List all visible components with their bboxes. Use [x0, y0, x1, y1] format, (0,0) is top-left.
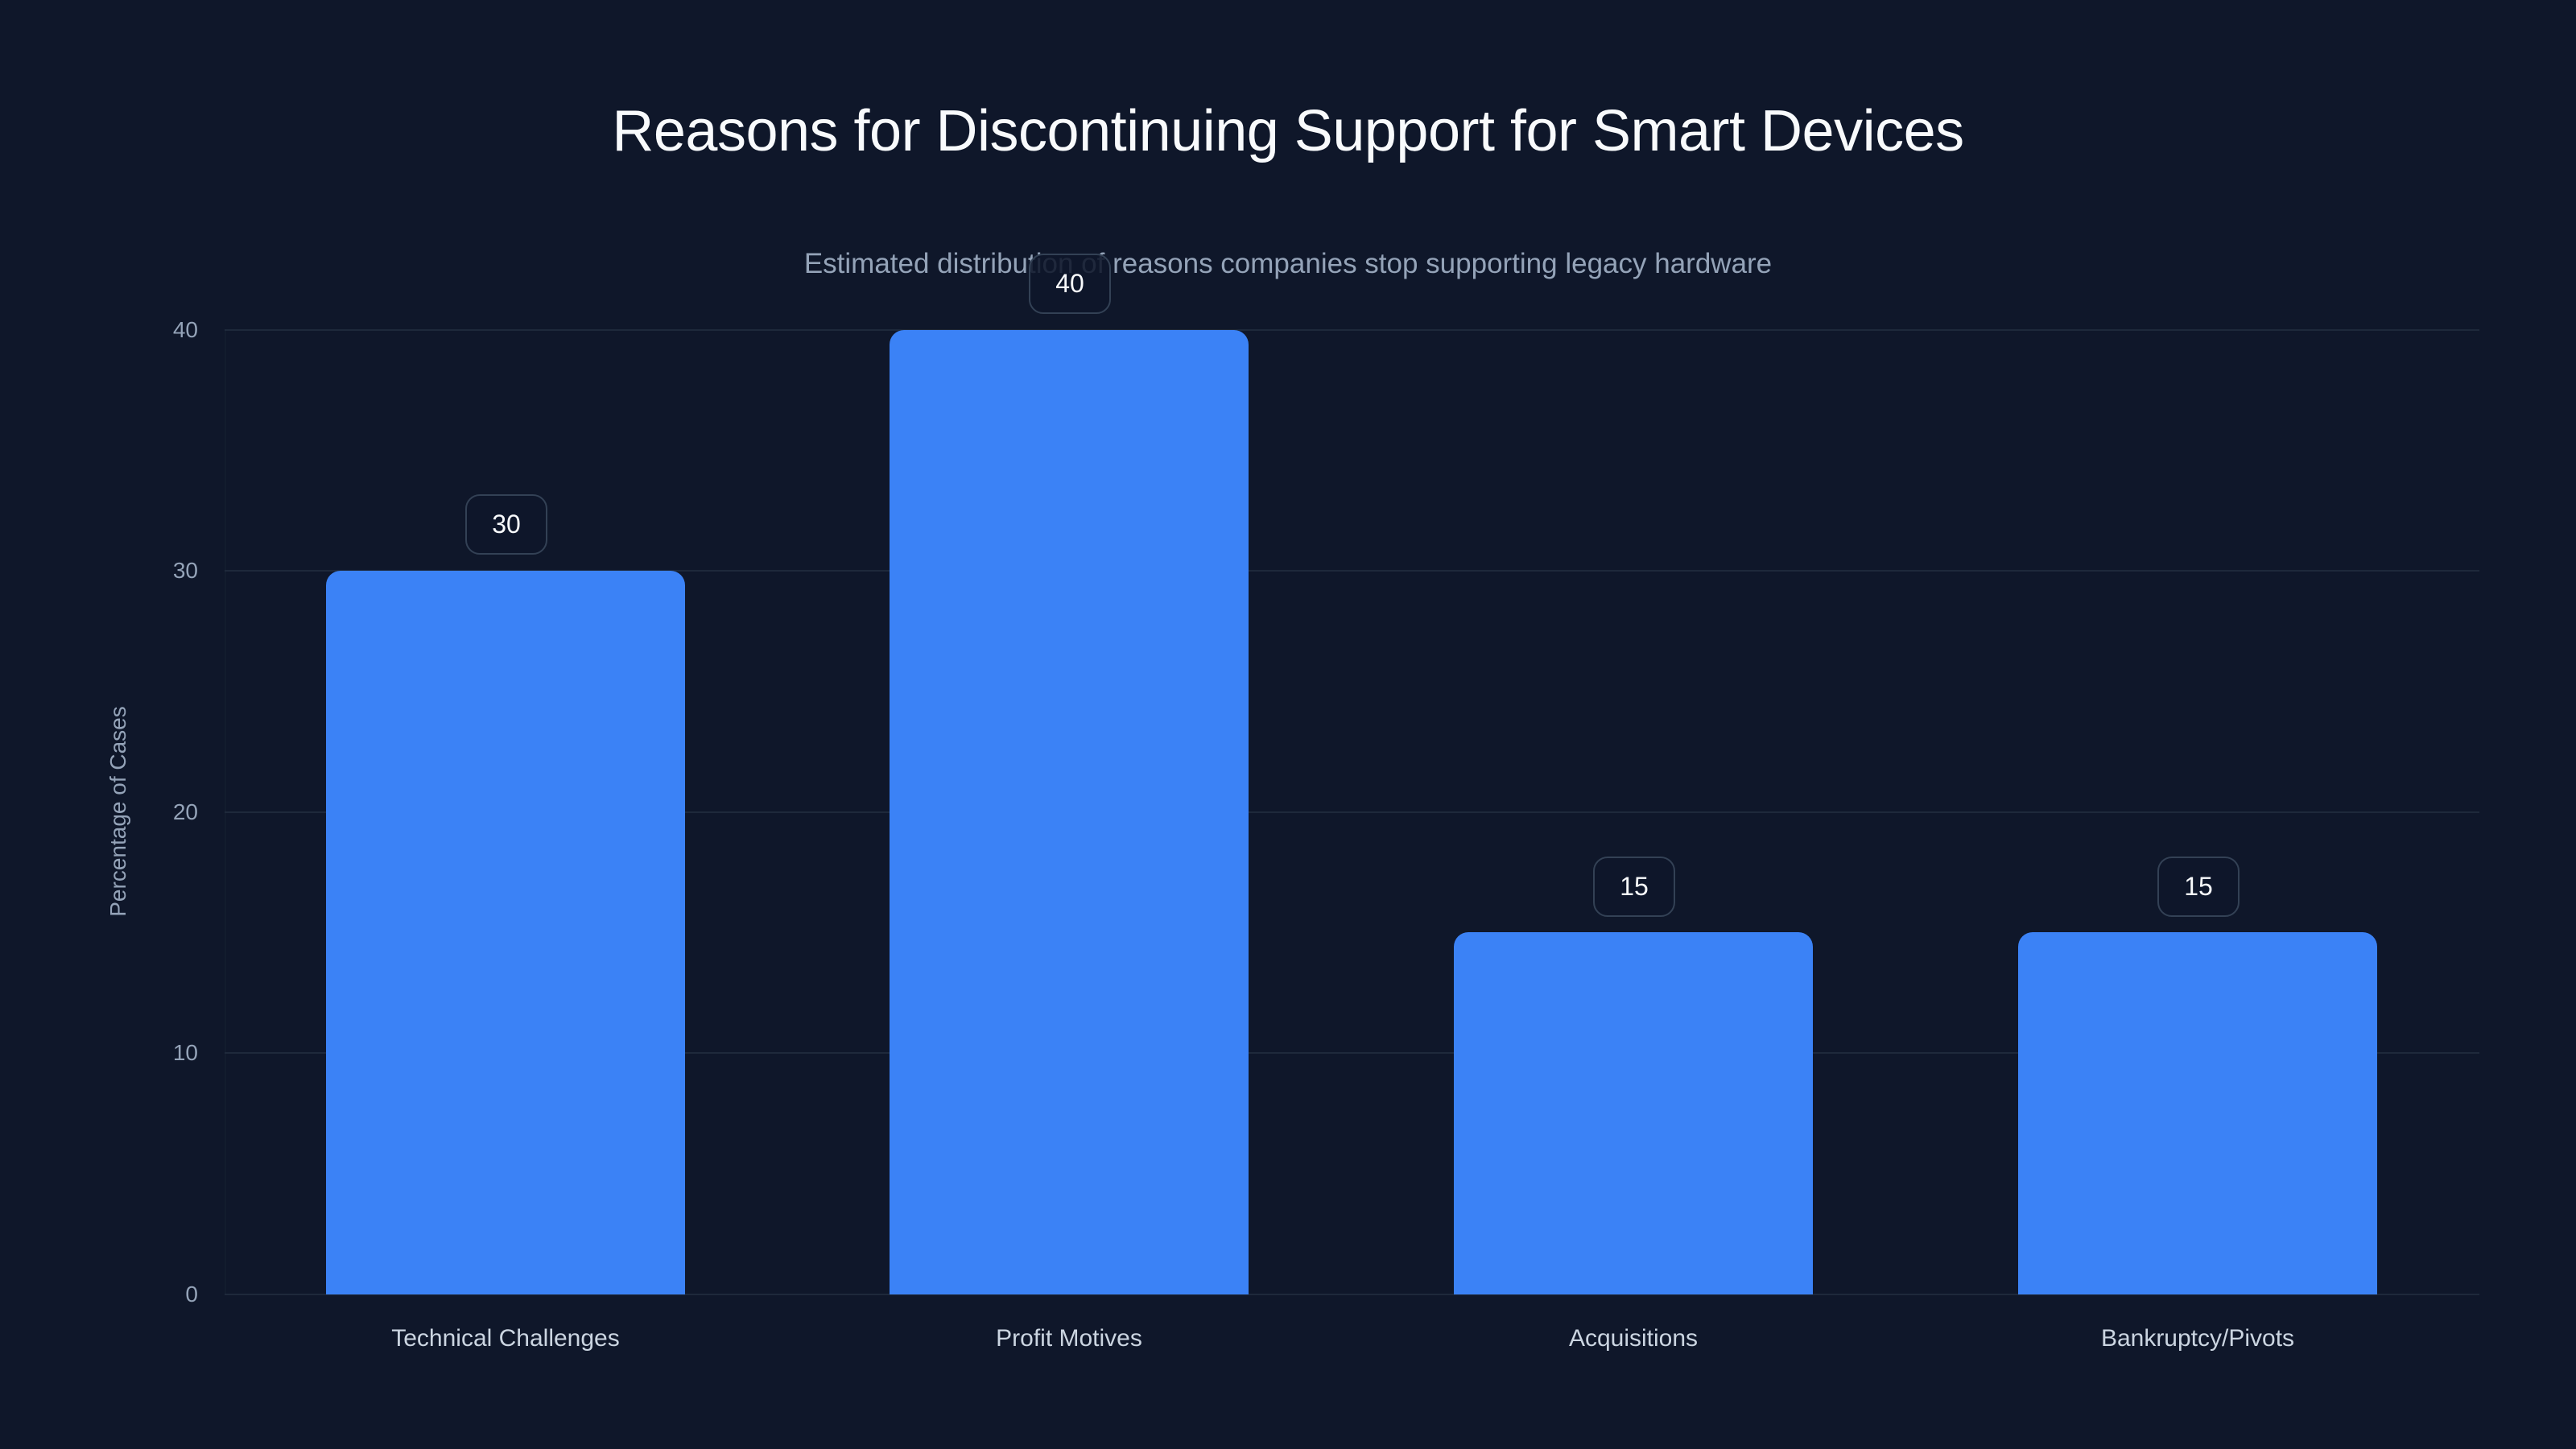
bar-acquisitions[interactable]	[1454, 932, 1813, 1294]
plot-area: 30 40 15 15	[225, 254, 2479, 1295]
gridline-10	[225, 1052, 2479, 1054]
gridline-40	[225, 329, 2479, 331]
bar-technical-challenges[interactable]	[326, 571, 685, 1294]
chart-subtitle: Estimated distribution of reasons compan…	[803, 248, 1773, 279]
bar-profit-motives[interactable]	[890, 330, 1249, 1294]
y-tick-30: 30	[172, 558, 198, 583]
value-label-profit-motives: 40	[1029, 254, 1111, 314]
gridline-20	[225, 811, 2479, 813]
y-tick-20: 20	[172, 799, 198, 824]
y-tick-0: 0	[185, 1282, 198, 1307]
x-label-technical-challenges: Technical Challenges	[391, 1325, 620, 1352]
x-label-profit-motives: Profit Motives	[996, 1325, 1142, 1352]
bar-bankruptcy-pivots[interactable]	[2018, 932, 2377, 1294]
y-tick-40: 40	[172, 317, 198, 342]
value-label-acquisitions: 15	[1593, 857, 1675, 917]
y-tick-10: 10	[172, 1040, 198, 1065]
x-label-bankruptcy-pivots: Bankruptcy/Pivots	[2100, 1325, 2295, 1352]
y-axis-title: Percentage of Cases	[105, 706, 130, 917]
x-label-acquisitions: Acquisitions	[1568, 1325, 1699, 1352]
chart-title: Reasons for Discontinuing Support for Sm…	[612, 99, 1964, 163]
value-label-technical-challenges: 30	[465, 494, 547, 555]
gridline-30	[225, 570, 2479, 572]
x-axis-baseline	[225, 1294, 2479, 1295]
value-label-bankruptcy-pivots: 15	[2157, 857, 2240, 917]
